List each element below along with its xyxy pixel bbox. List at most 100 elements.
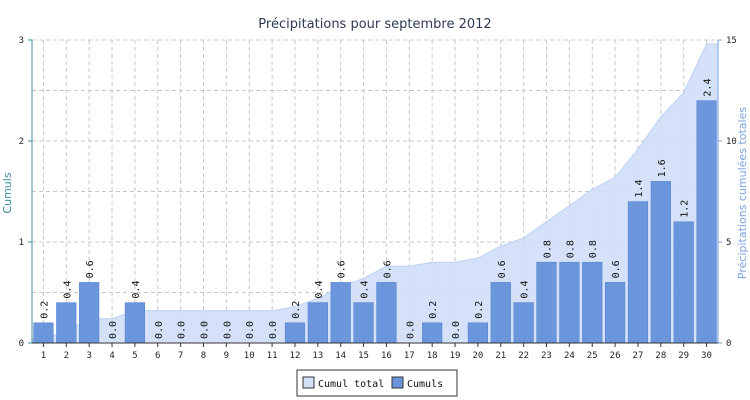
right-axis-title: Précipitations cumulées totales — [736, 107, 749, 279]
chart-title: Précipitations pour septembre 2012 — [258, 17, 491, 32]
bar-day-3 — [79, 282, 100, 344]
x-axis-tick-label: 6 — [155, 351, 160, 361]
x-axis-tick-label: 5 — [132, 351, 137, 361]
right-axis-tick-label: 10 — [726, 137, 737, 147]
bar-value-label-day-7: 0.0 — [177, 321, 188, 339]
x-axis-tick-label: 22 — [518, 351, 529, 361]
bar-day-15 — [353, 302, 374, 344]
right-axis-tick-label: 0 — [726, 339, 731, 349]
bar-day-20 — [467, 322, 488, 344]
bar-value-label-day-21: 0.6 — [497, 260, 508, 278]
x-axis-tick-label: 4 — [109, 351, 114, 361]
bar-day-23 — [536, 261, 557, 344]
legend-label-cumuls: Cumuls — [407, 379, 443, 390]
left-axis-tick-label: 2 — [19, 137, 24, 147]
x-axis-tick-label: 28 — [655, 351, 666, 361]
bar-value-label-day-13: 0.4 — [314, 281, 325, 299]
x-axis-tick-label: 19 — [450, 351, 461, 361]
bar-day-30 — [696, 100, 717, 344]
bar-value-label-day-1: 0.2 — [39, 301, 50, 319]
bar-day-27 — [627, 201, 649, 344]
bar-value-label-day-27: 1.4 — [634, 180, 645, 198]
bar-value-label-day-23: 0.8 — [543, 240, 554, 258]
bar-layer — [33, 100, 717, 344]
bar-value-label-day-30: 2.4 — [703, 79, 714, 97]
left-axis-title: Cumuls — [1, 172, 14, 213]
bar-value-label-day-2: 0.4 — [62, 281, 73, 299]
bar-value-label-day-28: 1.6 — [657, 159, 668, 177]
bar-day-5 — [124, 302, 145, 344]
bar-day-13 — [307, 302, 328, 344]
bar-day-18 — [422, 322, 443, 344]
bar-value-label-day-3: 0.6 — [85, 260, 96, 278]
bar-value-label-day-8: 0.0 — [200, 321, 211, 339]
bar-value-label-day-19: 0.0 — [451, 321, 462, 339]
x-axis-tick-label: 27 — [633, 351, 644, 361]
x-axis-tick-label: 3 — [86, 351, 91, 361]
bar-value-label-day-18: 0.2 — [428, 301, 439, 319]
x-axis-tick-label: 17 — [404, 351, 415, 361]
x-axis-tick-label: 7 — [178, 351, 183, 361]
bar-value-label-day-4: 0.0 — [108, 321, 119, 339]
bar-day-25 — [582, 261, 603, 344]
x-axis-tick-label: 23 — [541, 351, 552, 361]
x-axis-tick-label: 24 — [564, 351, 575, 361]
bar-value-label-day-20: 0.2 — [474, 301, 485, 319]
bar-value-label-day-14: 0.6 — [337, 260, 348, 278]
bar-day-16 — [376, 282, 397, 344]
bar-day-22 — [513, 302, 534, 344]
x-axis-tick-label: 1 — [41, 351, 46, 361]
right-axis-tick-label: 5 — [726, 238, 731, 248]
right-axis-tick-label: 15 — [726, 36, 737, 46]
x-axis-tick-label: 16 — [381, 351, 392, 361]
bar-day-29 — [673, 221, 694, 344]
bar-day-28 — [650, 181, 671, 344]
x-axis-tick-label: 12 — [290, 351, 301, 361]
legend-label-cumul-total: Cumul total — [318, 379, 384, 390]
x-axis-tick-label: 10 — [244, 351, 255, 361]
left-axis-tick-label: 0 — [19, 339, 24, 349]
bar-day-21 — [490, 282, 511, 344]
x-axis-tick-label: 13 — [312, 351, 323, 361]
x-axis-tick-label: 18 — [427, 351, 438, 361]
bar-value-label-day-10: 0.0 — [245, 321, 256, 339]
legend: Cumul total Cumuls — [296, 369, 458, 397]
bar-day-24 — [559, 261, 580, 344]
bar-value-label-day-11: 0.0 — [268, 321, 279, 339]
bar-value-label-day-15: 0.4 — [360, 281, 371, 299]
bar-value-label-day-26: 0.6 — [611, 260, 622, 278]
bar-label-layer: 0.2 0.4 0.6 0.0 0.4 0.0 0.0 0.0 0.0 0.0 0.0 0.2 0.4 0… — [39, 79, 713, 339]
x-axis-tick-label: 21 — [495, 351, 506, 361]
bar-day-14 — [330, 282, 351, 344]
legend-swatch-cumul-total — [302, 376, 315, 389]
bar-value-label-day-16: 0.6 — [382, 260, 393, 278]
bar-value-label-day-22: 0.4 — [520, 281, 531, 299]
x-axis-tick-label: 8 — [201, 351, 206, 361]
legend-swatch-cumuls — [391, 376, 404, 389]
bar-day-1 — [33, 322, 54, 344]
x-axis-tick-label: 11 — [267, 351, 278, 361]
x-axis-tick-label: 26 — [610, 351, 621, 361]
x-axis-tick-label: 20 — [472, 351, 483, 361]
bar-value-label-day-17: 0.0 — [405, 321, 416, 339]
bar-value-label-day-29: 1.2 — [680, 200, 691, 218]
x-axis-tick-label: 30 — [701, 351, 712, 361]
x-axis-tick-label: 15 — [358, 351, 369, 361]
x-axis-tick-label: 9 — [224, 351, 229, 361]
bar-day-26 — [605, 282, 626, 344]
bar-value-label-day-12: 0.2 — [291, 301, 302, 319]
x-axis-tick-label: 29 — [678, 351, 689, 361]
bar-value-label-day-25: 0.8 — [588, 240, 599, 258]
bar-day-12 — [284, 322, 306, 344]
left-axis-tick-label: 3 — [19, 36, 24, 46]
bar-day-2 — [56, 302, 77, 344]
x-axis-tick-label: 25 — [587, 351, 598, 361]
x-axis-tick-label: 14 — [335, 351, 346, 361]
bar-value-label-day-24: 0.8 — [565, 240, 576, 258]
legend-box — [296, 369, 458, 397]
bar-value-label-day-5: 0.4 — [131, 281, 142, 299]
left-axis-tick-label: 1 — [19, 238, 24, 248]
